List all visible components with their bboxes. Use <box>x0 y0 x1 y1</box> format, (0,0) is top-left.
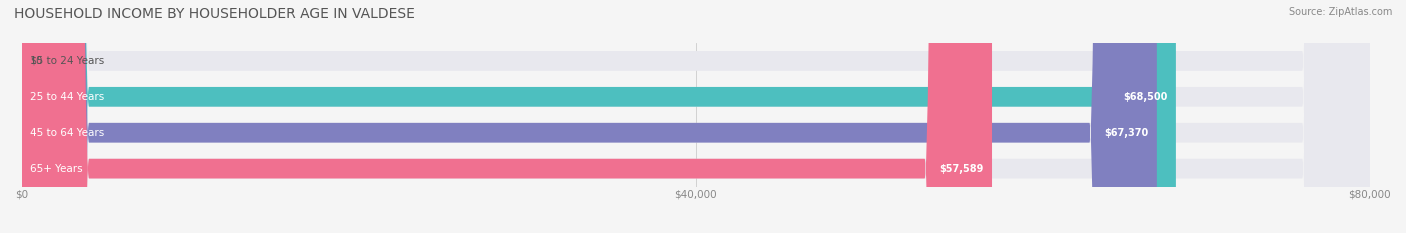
FancyBboxPatch shape <box>21 0 1369 233</box>
FancyBboxPatch shape <box>21 0 1369 233</box>
Text: 15 to 24 Years: 15 to 24 Years <box>30 56 104 66</box>
FancyBboxPatch shape <box>21 0 993 233</box>
Text: $68,500: $68,500 <box>1123 92 1167 102</box>
Text: $67,370: $67,370 <box>1104 128 1149 138</box>
Text: $57,589: $57,589 <box>939 164 984 174</box>
Text: 45 to 64 Years: 45 to 64 Years <box>30 128 104 138</box>
FancyBboxPatch shape <box>21 0 1157 233</box>
Text: 25 to 44 Years: 25 to 44 Years <box>30 92 104 102</box>
Text: $0: $0 <box>30 56 42 66</box>
FancyBboxPatch shape <box>21 0 1369 233</box>
Text: 65+ Years: 65+ Years <box>30 164 83 174</box>
FancyBboxPatch shape <box>21 0 1369 233</box>
Text: Source: ZipAtlas.com: Source: ZipAtlas.com <box>1288 7 1392 17</box>
Text: HOUSEHOLD INCOME BY HOUSEHOLDER AGE IN VALDESE: HOUSEHOLD INCOME BY HOUSEHOLDER AGE IN V… <box>14 7 415 21</box>
FancyBboxPatch shape <box>21 0 1175 233</box>
